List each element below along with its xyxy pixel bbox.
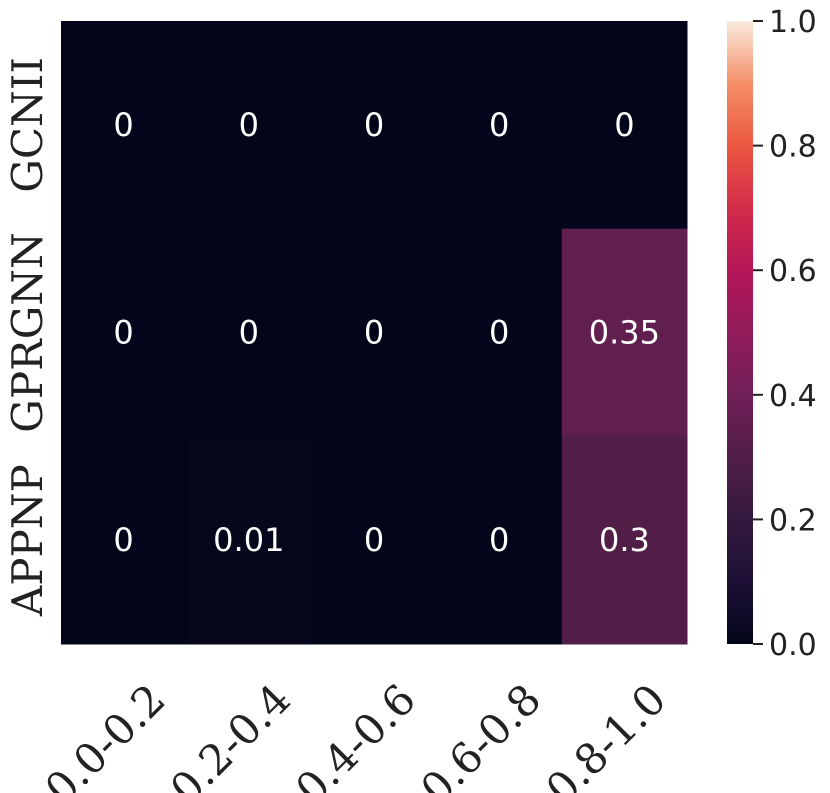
- colorbar-tick-label-4: 0.8: [769, 130, 817, 165]
- heatmap-cell-1-2: [311, 228, 438, 437]
- cell-value-label-2-3: 0: [489, 521, 509, 559]
- heatmap-cells: [61, 21, 688, 645]
- cell-value-label-0-3: 0: [489, 106, 509, 144]
- heatmap-cell-0-0: [61, 21, 187, 230]
- heatmap-cell-2-4: [561, 436, 688, 645]
- heatmap-cell-2-1: [186, 436, 312, 645]
- heatmap-cell-2-0: [61, 436, 187, 645]
- heatmap-cell-0-4: [561, 21, 688, 230]
- heatmap-cell-0-3: [436, 21, 563, 230]
- row-label-0: GCNII: [3, 57, 52, 193]
- colorbar-tick-label-3: 0.6: [769, 254, 817, 289]
- cell-value-label-2-1: 0.01: [213, 521, 284, 559]
- heatmap-cell-1-1: [186, 228, 312, 437]
- cell-value-label-1-3: 0: [489, 314, 509, 352]
- heatmap-cell-0-1: [186, 21, 312, 230]
- row-labels: GCNII GPRGNN APPNP: [3, 57, 52, 617]
- colorbar-tick-label-0: 0.0: [769, 628, 817, 663]
- colorbar-tick-label-2: 0.4: [769, 379, 817, 414]
- colorbar: 0.0 0.2 0.4 0.6 0.8 1.0: [727, 5, 817, 663]
- column-label-4: 0.8-1.0: [536, 674, 675, 793]
- colorbar-gradient: [727, 21, 753, 644]
- cell-value-label-2-2: 0: [364, 521, 384, 559]
- heatmap-cell-2-2: [311, 436, 438, 645]
- cell-value-label-0-0: 0: [113, 106, 133, 144]
- colorbar-tick-label-1: 0.2: [769, 503, 817, 538]
- cell-value-label-1-2: 0: [364, 314, 384, 352]
- cell-value-label-2-0: 0: [113, 521, 133, 559]
- heatmap-cell-2-3: [436, 436, 563, 645]
- cell-value-label-0-1: 0: [239, 106, 259, 144]
- cell-value-label-0-4: 0: [614, 106, 634, 144]
- cell-value-label-1-4: 0.35: [589, 314, 660, 352]
- heatmap-cell-1-3: [436, 228, 563, 437]
- column-label-2: 0.4-0.6: [286, 674, 425, 793]
- column-label-0: 0.0-0.2: [36, 674, 175, 793]
- cell-value-label-0-2: 0: [364, 106, 384, 144]
- row-label-1: GPRGNN: [3, 232, 52, 432]
- row-label-2: APPNP: [3, 464, 52, 617]
- column-label-1: 0.2-0.4: [161, 674, 300, 793]
- cell-value-label-1-0: 0: [113, 314, 133, 352]
- cell-value-label-1-1: 0: [239, 314, 259, 352]
- column-label-3: 0.6-0.8: [411, 674, 550, 793]
- cell-value-label-2-4: 0.3: [599, 521, 650, 559]
- heatmap-cell-0-2: [311, 21, 438, 230]
- column-labels: 0.0-0.20.2-0.40.4-0.60.6-0.80.8-1.0: [36, 674, 676, 793]
- heatmap-cell-1-0: [61, 228, 187, 437]
- heatmap-cell-1-4: [561, 228, 688, 437]
- heatmap-cell-labels: 0 0 0 0 0 0 0 0 0 0.35 0 0.01 0 0 0.3: [113, 106, 660, 559]
- colorbar-tick-label-5: 1.0: [769, 5, 817, 40]
